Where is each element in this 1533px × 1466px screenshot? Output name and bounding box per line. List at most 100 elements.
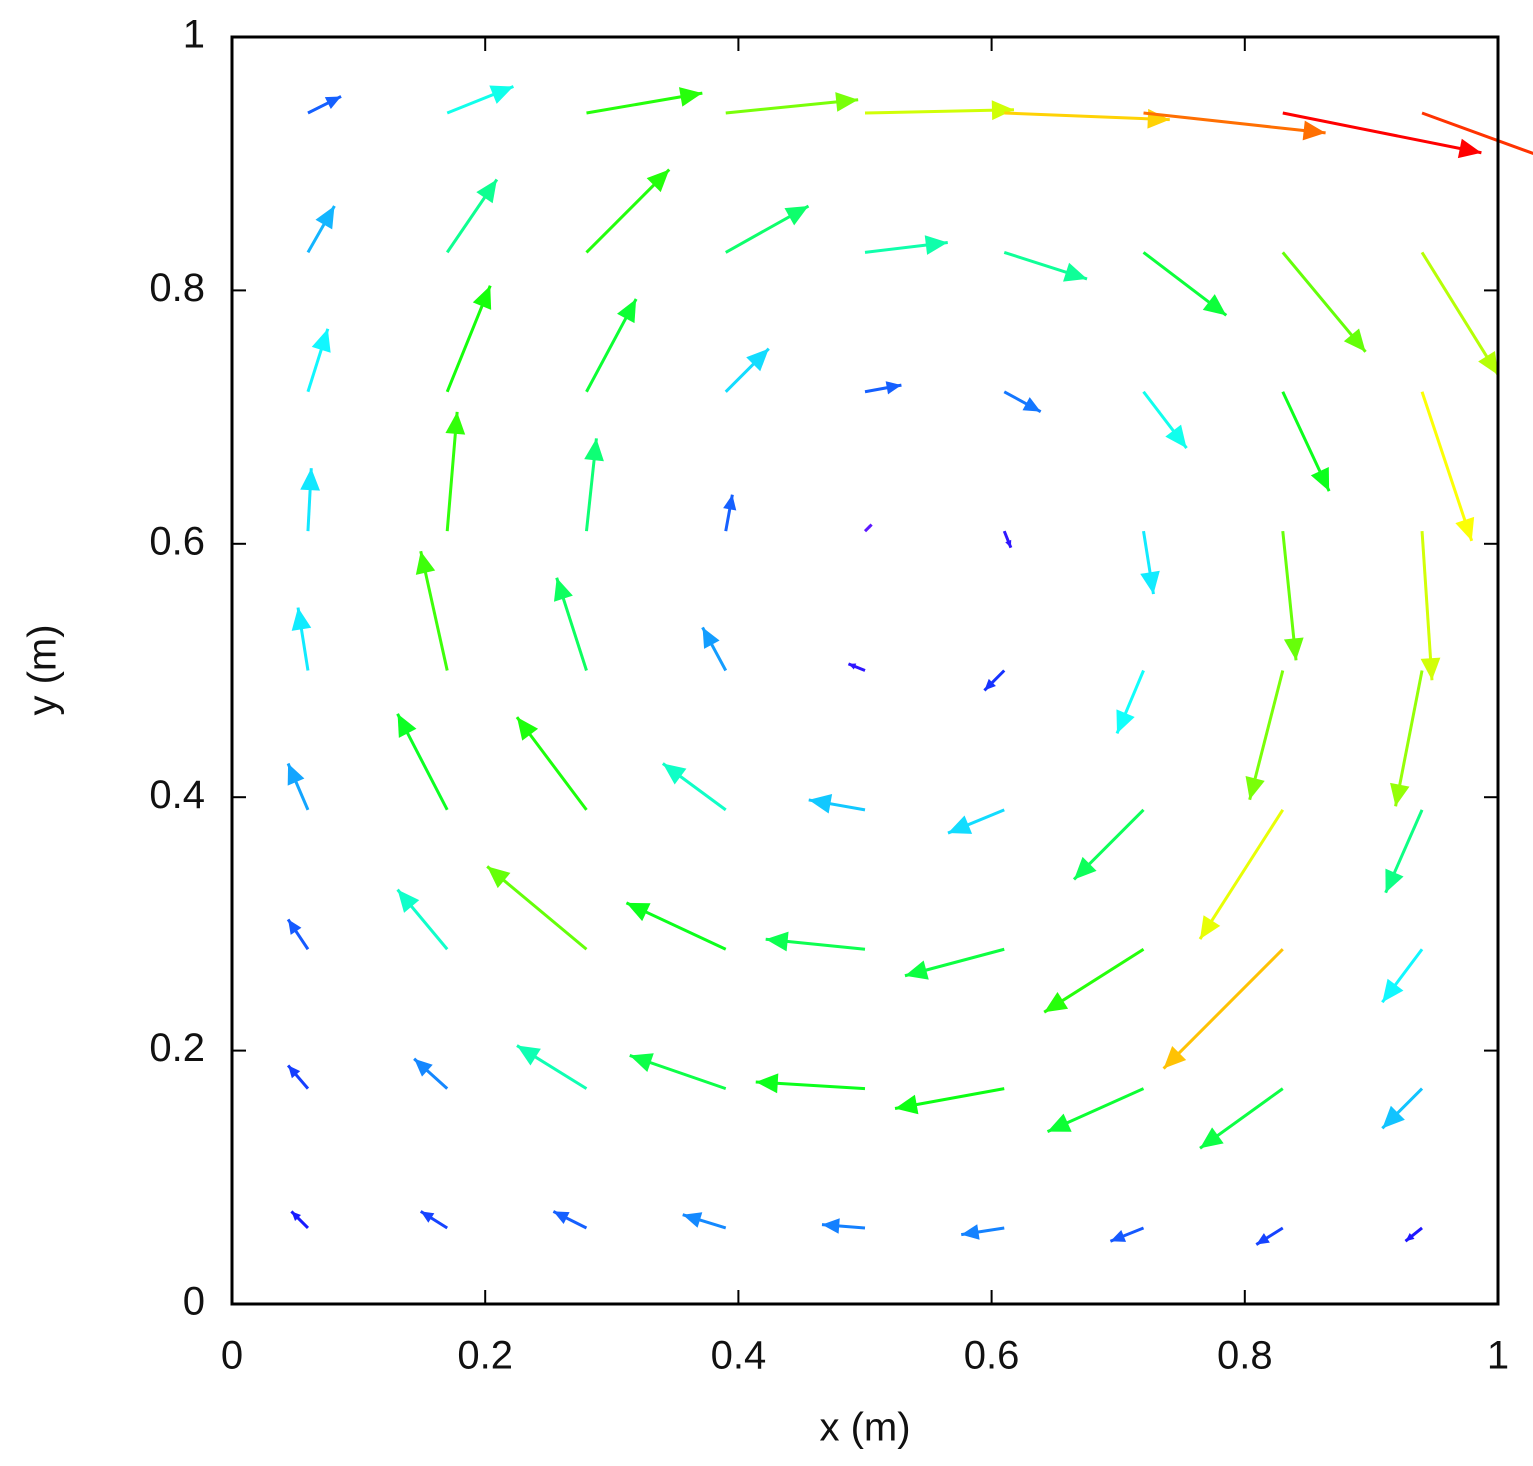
arrow (1421, 111, 1533, 155)
arrow (1420, 391, 1475, 542)
arrow-head (646, 169, 670, 193)
arrow-head (1044, 992, 1069, 1013)
arrow-head (1200, 915, 1221, 940)
arrow (725, 92, 859, 115)
arrow (1282, 111, 1482, 159)
arrow-head (397, 889, 420, 913)
arrow-head (1005, 539, 1012, 548)
arrow-head (476, 179, 497, 204)
arrow-head (445, 411, 466, 435)
arrow-head (420, 1211, 435, 1223)
arrow (847, 662, 866, 672)
arrow-head (516, 717, 539, 741)
arrow-head (1405, 1232, 1415, 1242)
x-tick-label: 0.8 (1217, 1334, 1273, 1378)
arrow-head (629, 1053, 654, 1073)
arrow (290, 1210, 310, 1230)
vector-field (286, 85, 1533, 1246)
arrow (306, 205, 336, 254)
arrow (1115, 669, 1145, 735)
arrow (983, 669, 1006, 692)
arrow (286, 1064, 310, 1090)
arrow (516, 1044, 588, 1090)
arrow-head (584, 438, 604, 462)
y-tick-label: 0.8 (149, 266, 205, 310)
arrow (725, 204, 810, 254)
arrow (904, 947, 1005, 980)
arrow-head (287, 763, 305, 786)
arrow (445, 411, 466, 532)
arrow (755, 1073, 866, 1094)
arrow-head (702, 627, 720, 649)
arrow (413, 1057, 449, 1090)
arrow-head (324, 96, 342, 110)
x-tick-label: 0.2 (457, 1334, 513, 1378)
arrow (415, 550, 449, 671)
arrow-head (1245, 775, 1265, 800)
arrow-head (626, 902, 651, 922)
arrow-head (487, 866, 511, 889)
y-axis-label: y (m) (21, 624, 65, 715)
arrow-shaft (1420, 531, 1434, 681)
arrow (864, 235, 948, 255)
arrow (1199, 1087, 1284, 1150)
arrow (1142, 251, 1228, 317)
arrow-head (1165, 424, 1187, 449)
arrow (585, 168, 671, 254)
arrow (1420, 531, 1441, 681)
arrow-shaft (1282, 111, 1482, 155)
arrow (1281, 530, 1304, 661)
arrow-head (904, 960, 929, 980)
arrow-head (1390, 782, 1410, 807)
arrow (1281, 251, 1367, 353)
arrow (445, 178, 499, 254)
arrow-head (300, 468, 321, 491)
arrow-head (1302, 120, 1326, 141)
arrow-shaft (1420, 391, 1474, 542)
arrow-head (1455, 516, 1475, 541)
arrow (765, 931, 866, 952)
arrow (1281, 391, 1331, 492)
arrow-head (1283, 637, 1304, 661)
arrow-head (835, 92, 859, 112)
arrow-head (1074, 856, 1097, 880)
arrow-head (472, 285, 492, 310)
arrow (894, 1087, 1005, 1115)
arrow (661, 762, 727, 812)
arrow (515, 716, 588, 811)
plot-frame (230, 35, 1500, 1306)
arrow-head (723, 494, 737, 511)
arrow-head (315, 206, 335, 230)
arrow (307, 95, 342, 115)
arrow-head (291, 1211, 302, 1222)
arrow-head (991, 100, 1014, 121)
arrow-head (746, 348, 769, 372)
arrow-head (1200, 1127, 1224, 1149)
arrow (552, 1210, 588, 1230)
arrow-head (414, 1058, 433, 1077)
arrow-head (1382, 978, 1404, 1003)
arrow-shaft (864, 108, 1015, 115)
arrow (960, 1224, 1005, 1240)
arrow (396, 888, 449, 951)
arrow-head (1382, 1105, 1405, 1129)
arrow (553, 577, 588, 671)
arrow (1162, 948, 1284, 1070)
arrow-head (947, 815, 973, 834)
arrow (625, 901, 727, 951)
arrow-head (1110, 1229, 1127, 1242)
arrow (863, 523, 873, 533)
arrow-head (682, 1212, 703, 1228)
arrow-head (662, 763, 687, 785)
x-tick-label: 0.4 (711, 1334, 767, 1378)
arrow-head (961, 1224, 980, 1240)
arrow (486, 865, 588, 951)
arrow (1381, 948, 1424, 1004)
arrow (629, 1053, 727, 1091)
y-tick-label: 0.4 (149, 773, 205, 817)
arrow-head (291, 607, 312, 631)
arrow (682, 1212, 727, 1230)
arrow (1043, 947, 1145, 1014)
arrow-shaft (1004, 111, 1170, 122)
